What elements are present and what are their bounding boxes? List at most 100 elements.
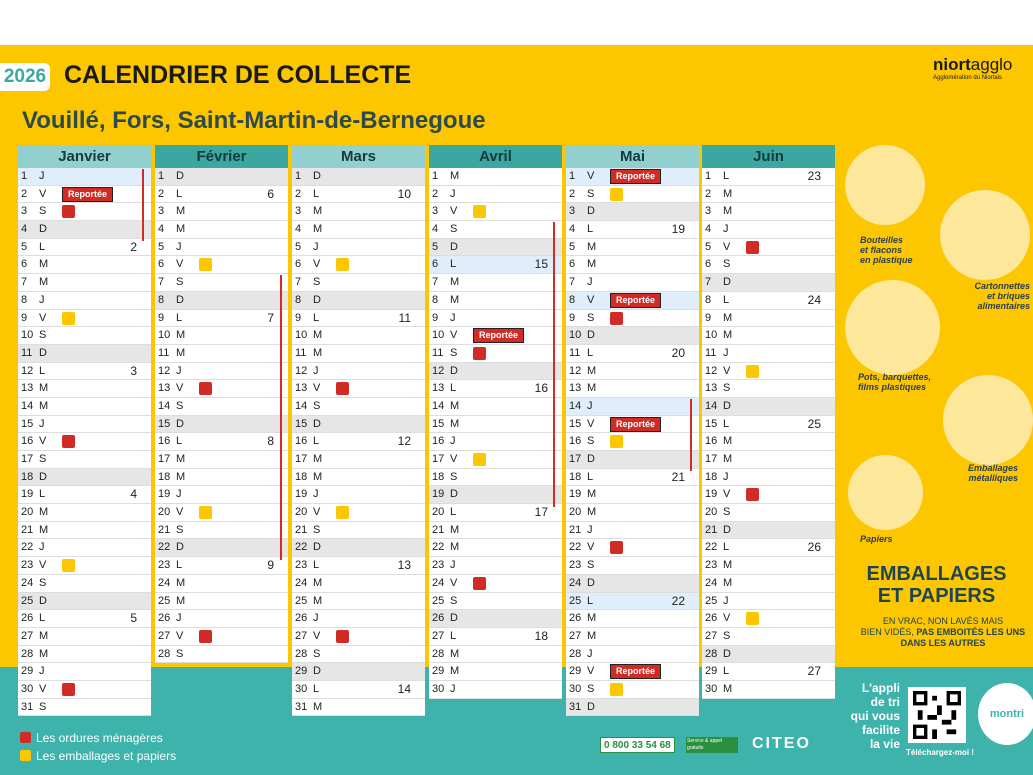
day-row: 26 J <box>155 610 288 628</box>
day-letter: S <box>39 205 47 218</box>
day-letter: M <box>450 170 460 182</box>
day-letter: J <box>39 665 45 678</box>
day-letter: V <box>723 240 731 253</box>
week-number: 16 <box>534 381 548 396</box>
week-number: 18 <box>534 628 548 643</box>
day-row: 26 L 5 <box>18 610 151 628</box>
montri-logo[interactable]: montri <box>978 683 1033 745</box>
day-number: 18 <box>569 470 582 483</box>
day-letter: L <box>313 311 320 324</box>
day-number: 10 <box>705 329 718 342</box>
day-letter: V <box>450 453 458 465</box>
day-number: 5 <box>705 240 712 253</box>
week-number: 23 <box>807 169 821 183</box>
download-label[interactable]: Téléchargez-moi ! <box>906 748 975 757</box>
day-number: 21 <box>295 523 308 536</box>
day-letter: L <box>313 682 320 695</box>
day-row: 17 M <box>155 451 288 469</box>
week-number: 21 <box>671 469 685 484</box>
day-number: 14 <box>705 399 718 412</box>
day-row: 18 M <box>155 469 288 487</box>
emballages-marker <box>199 506 212 520</box>
ordures-marker <box>199 382 212 396</box>
day-row: 26 J <box>292 610 425 628</box>
day-number: 22 <box>569 541 582 554</box>
day-number: 23 <box>705 559 718 572</box>
day-letter: J <box>39 170 45 182</box>
day-letter: L <box>313 435 320 448</box>
week-number: 14 <box>397 681 411 696</box>
day-number: 27 <box>158 629 171 642</box>
day-number: 29 <box>21 665 34 678</box>
day-letter: M <box>723 559 733 572</box>
day-number: 24 <box>432 576 445 589</box>
day-letter: D <box>313 417 321 430</box>
period-marker <box>280 275 282 560</box>
day-number: 22 <box>158 541 171 554</box>
page-title: CALENDRIER DE COLLECTE <box>64 61 412 89</box>
day-row: 2 V Reportée <box>18 186 151 204</box>
day-row: 18 J <box>702 469 835 487</box>
niortagglo-logo: niortagglo Agglomération du Niortais <box>933 55 1013 81</box>
day-letter: J <box>176 488 182 501</box>
day-row: 23 J <box>429 557 562 575</box>
day-letter: L <box>723 170 730 182</box>
day-row: 15 D <box>292 415 425 434</box>
ordures-marker <box>336 629 349 643</box>
day-row: 25 L 22 <box>566 592 699 611</box>
day-row: 21 S <box>292 522 425 540</box>
day-row: 21 M <box>18 522 151 540</box>
ordures-marker <box>473 576 486 590</box>
day-number: 6 <box>21 258 28 271</box>
day-number: 1 <box>158 170 165 182</box>
day-row: 12 V <box>702 363 835 381</box>
day-letter: M <box>176 453 186 465</box>
day-letter: V <box>587 541 595 554</box>
day-row: 16 V <box>18 433 151 451</box>
day-row: 24 M <box>292 575 425 593</box>
day-number: 4 <box>158 223 165 236</box>
day-letter: S <box>313 647 321 660</box>
day-number: 10 <box>295 329 308 342</box>
ordures-marker <box>610 541 623 555</box>
day-letter: M <box>723 187 733 200</box>
day-number: 22 <box>295 541 308 554</box>
day-number: 4 <box>705 223 712 236</box>
day-number: 19 <box>21 488 34 501</box>
qr-code-icon[interactable] <box>908 687 966 743</box>
day-letter: D <box>587 700 595 713</box>
day-letter: J <box>39 417 45 430</box>
day-letter: S <box>587 559 595 572</box>
day-number: 29 <box>295 665 308 678</box>
day-letter: M <box>723 682 733 695</box>
day-row: 25 S <box>429 593 562 611</box>
day-letter: L <box>723 541 730 554</box>
day-number: 24 <box>569 576 582 589</box>
day-number: 1 <box>705 170 712 182</box>
day-number: 12 <box>21 364 34 377</box>
day-number: 7 <box>569 276 576 289</box>
day-number: 4 <box>569 223 576 236</box>
day-row: 18 M <box>292 469 425 487</box>
day-row: 24 V <box>429 575 562 593</box>
phone-number[interactable]: 0 800 33 54 68 <box>600 737 675 753</box>
day-row: 11 M <box>155 345 288 363</box>
day-row: 1 L 23 <box>702 168 835 186</box>
day-number: 26 <box>158 612 171 625</box>
day-letter: M <box>587 629 597 642</box>
day-number: 21 <box>158 523 171 536</box>
day-number: 28 <box>569 647 582 660</box>
day-letter: D <box>450 612 458 625</box>
day-letter: V <box>39 682 47 695</box>
day-number: 27 <box>432 629 445 642</box>
day-row: 23 S <box>566 557 699 575</box>
